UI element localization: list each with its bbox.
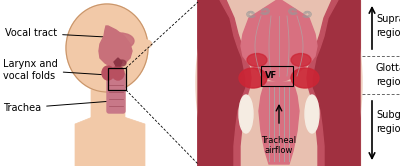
Text: VF: VF <box>265 72 277 81</box>
Bar <box>261 66 293 86</box>
Text: Larynx and
vocal folds: Larynx and vocal folds <box>3 59 105 81</box>
Text: Trachea: Trachea <box>3 101 110 113</box>
Ellipse shape <box>112 66 124 80</box>
Polygon shape <box>99 26 132 78</box>
FancyBboxPatch shape <box>91 64 125 128</box>
Ellipse shape <box>66 4 148 92</box>
Polygon shape <box>198 0 246 166</box>
Polygon shape <box>241 0 317 82</box>
Ellipse shape <box>239 95 253 133</box>
Polygon shape <box>312 0 360 166</box>
Polygon shape <box>198 0 246 166</box>
Polygon shape <box>312 0 360 166</box>
Text: Tracheal
airflow: Tracheal airflow <box>262 136 296 155</box>
FancyBboxPatch shape <box>107 73 125 113</box>
Ellipse shape <box>196 23 224 143</box>
Ellipse shape <box>118 60 126 66</box>
Text: Subglottal
region: Subglottal region <box>376 110 400 134</box>
Bar <box>108 68 126 90</box>
Ellipse shape <box>138 40 152 48</box>
Text: Vocal tract: Vocal tract <box>5 28 122 38</box>
Ellipse shape <box>247 53 267 67</box>
Ellipse shape <box>291 53 311 67</box>
Ellipse shape <box>239 68 267 88</box>
Text: VeF: VeF <box>206 43 253 58</box>
Polygon shape <box>259 82 299 164</box>
Ellipse shape <box>102 66 114 80</box>
Polygon shape <box>220 0 251 166</box>
Bar <box>198 0 360 166</box>
Ellipse shape <box>291 68 319 88</box>
Text: Glottal
region: Glottal region <box>376 63 400 87</box>
Polygon shape <box>114 58 122 66</box>
Polygon shape <box>75 116 145 166</box>
Ellipse shape <box>106 33 134 49</box>
Ellipse shape <box>334 23 362 143</box>
Ellipse shape <box>305 95 319 133</box>
Text: Supraglottal
region: Supraglottal region <box>376 14 400 38</box>
Polygon shape <box>307 0 338 166</box>
